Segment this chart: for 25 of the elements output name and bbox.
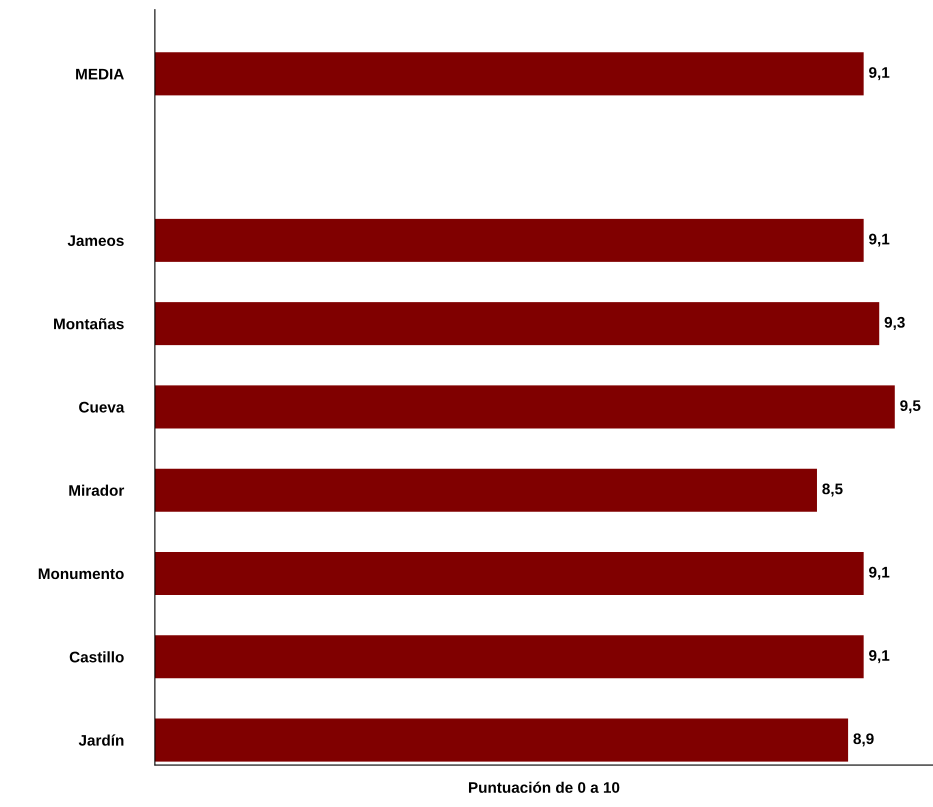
data-label: 9,1 (869, 566, 890, 580)
y-tick-label: Cueva (79, 402, 124, 413)
data-label: 9,1 (869, 67, 890, 80)
bar (154, 302, 880, 346)
y-tick-label: Jameos (68, 235, 124, 246)
data-label: 8,5 (822, 483, 843, 497)
bar (154, 718, 848, 762)
bar (154, 468, 817, 512)
data-label: 8,9 (853, 733, 874, 746)
bar (154, 635, 864, 678)
bar (154, 385, 895, 428)
y-tick-label: Monumento (38, 568, 124, 580)
data-label: 9,5 (900, 400, 920, 414)
y-tick-label: Mirador (69, 484, 124, 496)
y-tick-label: Jardín (78, 734, 124, 746)
bar (154, 218, 864, 262)
x-axis-title: Puntuación de 0 a 10 (468, 782, 620, 793)
data-label: 9,1 (869, 234, 890, 247)
data-label: 9,1 (869, 650, 890, 664)
bar (154, 552, 864, 596)
y-tick-label: MEDIA (76, 68, 124, 80)
data-label: 9,3 (884, 316, 905, 330)
y-tick-label: Castillo (70, 651, 124, 662)
bar (154, 52, 864, 96)
y-tick-label: Montañas (54, 318, 124, 330)
